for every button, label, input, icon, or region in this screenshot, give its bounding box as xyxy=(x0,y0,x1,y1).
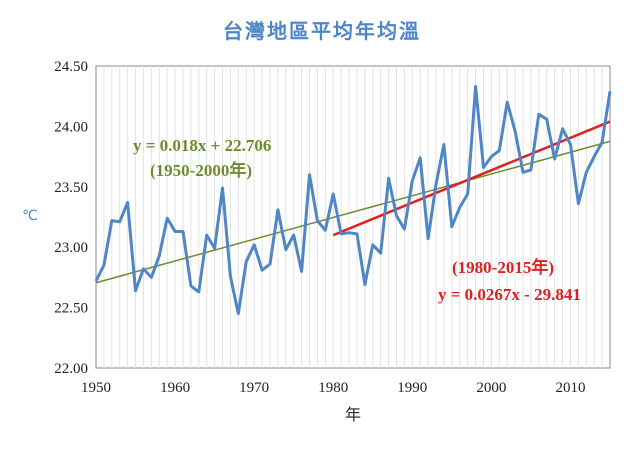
y-tick-22.50: 22.50 xyxy=(54,301,88,317)
x-tick-1950: 1950 xyxy=(81,380,111,396)
gridlines xyxy=(103,66,603,368)
y-tick-23.00: 23.00 xyxy=(54,240,88,256)
y-axis-label: ℃ xyxy=(22,208,38,224)
y-tick-24.00: 24.00 xyxy=(54,119,88,135)
x-tick-2000: 2000 xyxy=(476,380,506,396)
trend-long-period: (1950-2000年) xyxy=(150,160,252,180)
x-tick-2010: 2010 xyxy=(555,380,585,396)
series-line xyxy=(94,85,612,316)
x-tick-1980: 1980 xyxy=(318,380,348,396)
trendlines xyxy=(95,120,611,284)
x-tick-labels: 1950 1960 1970 1980 1990 2000 2010 xyxy=(81,380,585,396)
trend-long-equation: y = 0.018x + 22.706 xyxy=(133,136,271,155)
trend-recent-equation: y = 0.0267x - 29.841 xyxy=(438,285,581,304)
y-tick-23.50: 23.50 xyxy=(54,180,88,196)
chart-title: 台灣地區平均年均溫 xyxy=(223,19,421,43)
trendline-recent xyxy=(332,120,611,237)
y-tick-24.50: 24.50 xyxy=(54,59,88,75)
y-tick-22.00: 22.00 xyxy=(54,361,88,377)
plot-area xyxy=(95,65,611,369)
x-tick-1970: 1970 xyxy=(239,380,269,396)
x-axis-label: 年 xyxy=(345,405,361,424)
x-tick-1960: 1960 xyxy=(160,380,190,396)
x-tick-1990: 1990 xyxy=(397,380,427,396)
trend-recent-period: (1980-2015年) xyxy=(452,257,554,277)
trendline-long xyxy=(95,140,611,284)
y-tick-labels: 22.00 22.50 23.00 23.50 24.00 24.50 xyxy=(54,59,88,377)
